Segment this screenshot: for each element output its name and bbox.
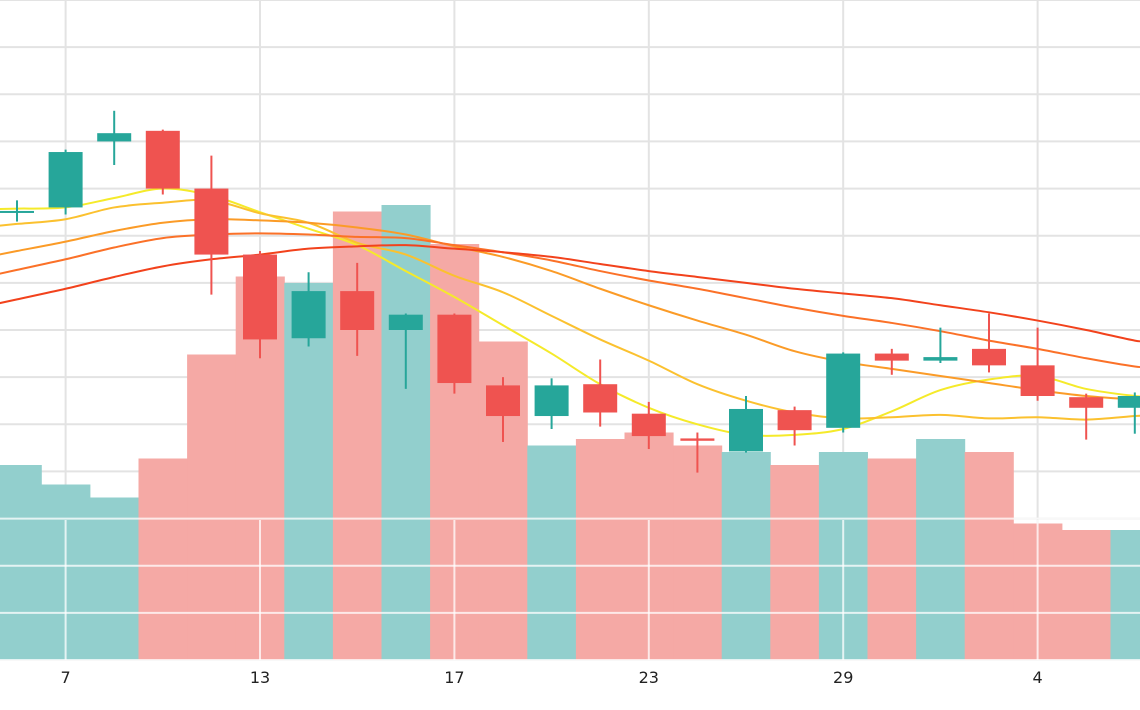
moving-average-line — [0, 244, 1140, 343]
candle-body — [388, 314, 423, 330]
x-tick-label: 13 — [250, 668, 270, 687]
volume-bar — [575, 439, 625, 660]
candle-body — [874, 353, 909, 361]
candle-body — [923, 357, 958, 361]
volume-bar — [527, 445, 577, 660]
candle-body — [194, 188, 229, 255]
volume-bar — [1110, 530, 1140, 660]
candle-body — [729, 408, 763, 452]
candle-body — [777, 410, 812, 431]
volume-bar — [381, 205, 431, 660]
volume-bars — [0, 205, 1140, 661]
candles — [0, 110, 1140, 473]
moving-average-line — [0, 232, 1140, 369]
x-tick-label: 23 — [639, 668, 659, 687]
moving-average-line — [0, 187, 1140, 437]
volume-bar — [1061, 530, 1111, 660]
candle-body — [291, 291, 326, 339]
candle-body — [534, 385, 569, 417]
candle-body — [243, 254, 277, 340]
x-tick-label: 7 — [61, 668, 71, 687]
x-tick-label: 4 — [1033, 668, 1043, 687]
candle-body — [437, 314, 472, 384]
moving-average-line — [0, 198, 1140, 421]
x-axis-ticks: 7 13 17 23 29 4 — [61, 668, 1043, 687]
candle-body — [583, 384, 618, 413]
volume-bar — [187, 354, 237, 660]
volume-bar — [0, 465, 42, 660]
volume-bar — [673, 445, 723, 660]
volume-bar — [770, 465, 820, 660]
candle-body — [48, 152, 83, 208]
candle-body — [1020, 365, 1055, 396]
candle-body — [97, 133, 132, 142]
volume-bar — [964, 452, 1014, 660]
candle-body — [631, 413, 666, 437]
volume-bar — [138, 458, 188, 660]
volume-bar — [721, 452, 771, 660]
x-tick-label: 29 — [833, 668, 853, 687]
volume-bar — [89, 497, 139, 660]
candle-body — [0, 210, 34, 213]
candle-body — [972, 348, 1006, 366]
candle-body — [486, 385, 520, 417]
candle-body — [680, 438, 715, 441]
volume-bar — [916, 439, 966, 660]
candle-body — [145, 130, 180, 189]
candle-body — [826, 353, 861, 428]
moving-average-line — [0, 218, 1140, 401]
candle-body — [340, 291, 375, 330]
moving-average-lines — [0, 187, 1140, 437]
x-tick-label: 17 — [444, 668, 464, 687]
candle-body — [1117, 396, 1140, 408]
candle-body — [1069, 397, 1104, 408]
volume-bar — [867, 458, 917, 660]
